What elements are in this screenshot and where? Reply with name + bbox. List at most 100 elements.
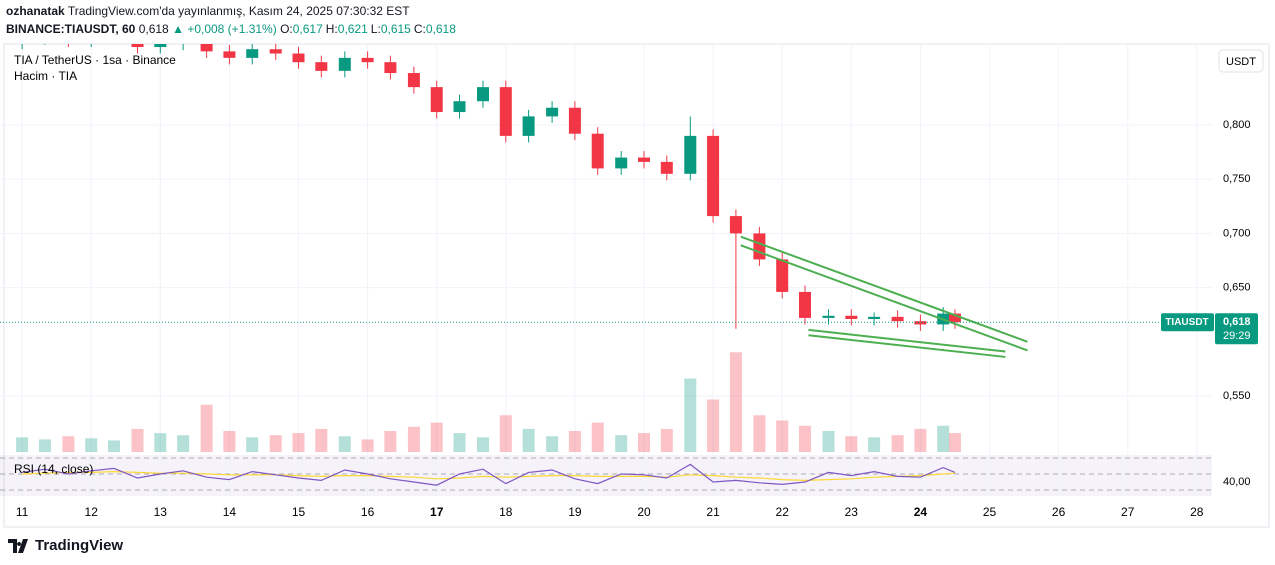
volume-bar	[246, 437, 259, 452]
volume-label: Hacim · TIA	[14, 69, 77, 83]
candle-body	[660, 161, 673, 174]
candle-body	[729, 216, 742, 234]
volume-bar	[753, 415, 766, 452]
x-tick-label: 23	[845, 505, 859, 519]
trendline	[740, 235, 1028, 343]
volume-bar	[62, 436, 75, 452]
volume-bar	[868, 437, 881, 452]
volume-bar	[522, 428, 535, 452]
rsi-line	[22, 463, 956, 486]
candle-body	[591, 133, 604, 169]
x-tick-label: 12	[85, 505, 99, 519]
candle-body	[223, 51, 236, 58]
x-tick-label: 28	[1190, 505, 1204, 519]
y-tick-label: 0,650	[1223, 281, 1251, 293]
volume-bar	[384, 431, 397, 452]
ohlc-value: 0,621	[337, 22, 368, 36]
ohlc: O:0,617 H:0,621 L:0,615 C:0,618	[280, 22, 459, 36]
volume-bar	[546, 436, 559, 452]
candle-body	[868, 316, 881, 320]
volume-bar	[361, 439, 374, 452]
candle-body	[85, 36, 97, 40]
candle-body	[384, 62, 397, 74]
x-tick-label: 25	[983, 505, 997, 519]
volume-bar	[315, 428, 328, 452]
y-tick-label: 0,550	[1223, 390, 1251, 402]
candle-body	[154, 44, 167, 48]
volume-bar	[200, 404, 213, 452]
volume-bar	[845, 436, 858, 452]
published-text: TradingView.com'da yayınlanmış, Kasım 24…	[67, 4, 410, 18]
arrow: ▲	[172, 22, 184, 36]
candle-body	[16, 38, 28, 42]
candle-body	[684, 135, 697, 174]
candle-body	[62, 33, 74, 41]
volume-bar	[729, 352, 742, 452]
x-tick-label: 21	[706, 505, 720, 519]
x-tick-label: 11	[16, 505, 29, 519]
footer: TradingView	[8, 537, 123, 554]
volume-bar	[154, 433, 167, 452]
candle-body	[914, 321, 927, 325]
ohlc-value: 0,615	[380, 22, 411, 36]
last: 0,618	[138, 22, 169, 36]
frame	[3, 43, 1270, 528]
candle-body	[177, 38, 189, 43]
y-tick-label: 0,700	[1223, 227, 1251, 239]
ohlc-value: 0,618	[425, 22, 456, 36]
candle-body	[546, 107, 559, 117]
x-tick-label: 19	[568, 505, 582, 519]
volume-bar	[799, 425, 812, 452]
chart: 0,550 0,650 0,700 0,750 0,800 11 12 13 14 15 16 17 1…	[0, 32, 1270, 528]
candle-body	[822, 315, 835, 318]
volume-bar	[568, 431, 581, 452]
symbol-tag-label: TIAUSDT	[1165, 317, 1208, 328]
candle-body	[499, 87, 512, 136]
candle-body	[361, 57, 374, 63]
candle-body	[477, 87, 490, 102]
ohlc-key: C:	[413, 22, 426, 36]
volume-bar	[38, 439, 51, 452]
x-tick-label: 26	[1052, 505, 1066, 519]
volume-bar	[223, 431, 236, 452]
volume-bar	[822, 431, 835, 452]
candle-body	[338, 57, 351, 71]
price-tag	[1215, 313, 1258, 345]
x-tick-label: 14	[223, 505, 237, 519]
x-tick-label: 24	[914, 505, 928, 519]
candle-body	[776, 259, 789, 292]
candle-body	[246, 49, 259, 58]
volume-bar	[453, 433, 466, 452]
rsi-tick-label: 40,00	[1223, 476, 1251, 488]
candle-body	[269, 49, 282, 54]
volume-bar	[177, 435, 190, 452]
volume-bar	[891, 435, 904, 452]
x-tick-label: 13	[154, 505, 168, 519]
candle-body	[753, 233, 766, 260]
ohlc-key: L:	[370, 22, 381, 36]
x-tick-label: 22	[776, 505, 790, 519]
currency-button[interactable]	[1218, 49, 1264, 73]
rsi-label: RSI (14, close)	[14, 462, 93, 476]
y-tick-label: 0,750	[1223, 173, 1251, 185]
candle-body	[891, 316, 904, 322]
volume-bar	[16, 437, 29, 452]
candle-body	[638, 157, 651, 162]
volume-bar	[948, 433, 961, 452]
candle-body	[948, 313, 961, 323]
candle-body	[131, 44, 144, 48]
x-tick-label: 15	[292, 505, 306, 519]
x-tick-label: 16	[361, 505, 375, 519]
trendline	[740, 244, 1028, 352]
volume-bar	[615, 435, 628, 452]
candle-body	[108, 32, 120, 36]
header-line: ozhanatak TradingView.com'da yayınlanmış…	[6, 4, 410, 18]
candle-body	[615, 157, 628, 169]
currency-label[interactable]: USDT	[1226, 56, 1256, 68]
candle-body	[315, 62, 328, 71]
x-tick-label: 17	[430, 505, 444, 519]
volume-bar	[292, 433, 305, 452]
volume-bar	[707, 399, 720, 452]
volume-bar	[407, 426, 420, 452]
